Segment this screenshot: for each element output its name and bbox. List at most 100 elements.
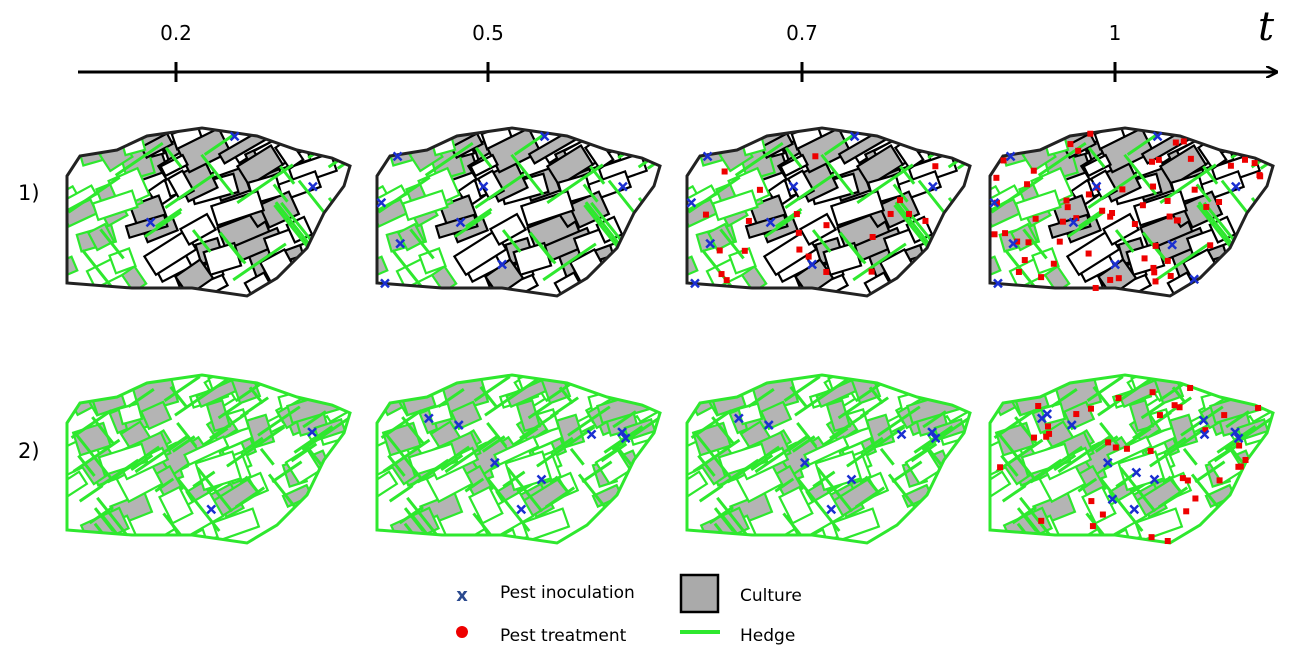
legend-text: Hedge [740,626,795,646]
legend-text: Pest inoculation [500,583,635,603]
treatment-dot [870,234,876,240]
treatment-dot [1033,216,1039,222]
legend-text: Pest treatment [500,626,627,646]
landscape-map [360,369,668,569]
treatment-dot [1228,163,1234,169]
treatment-dot [1038,274,1044,280]
treatment-dot [1252,160,1258,166]
treatment-dot [1075,148,1081,154]
figure: t 1) 2) x Pest inoculation Pest treatmen… [0,0,1292,649]
treatment-dot [1046,431,1052,437]
treatment-dot [1257,173,1263,179]
treatment-dot [888,211,894,217]
treatment-dot [1165,198,1171,204]
treatment-dot [1181,138,1187,144]
treatment-dot [1115,395,1121,401]
treatment-dot [1045,423,1051,429]
tick-label: 0.5 [472,21,504,45]
treatment-dot [1107,277,1113,283]
treatment-dot [1065,204,1071,210]
treatment-dot [1086,191,1092,197]
treatment-dot [992,231,998,237]
treatment-dot [1167,214,1173,220]
treatment-dot [1088,406,1094,412]
hedge [1252,198,1290,246]
treatment-dot [1174,217,1180,223]
treatment-dot [1242,157,1248,163]
axis-label: t [1258,4,1275,50]
treatment-dot [1087,131,1093,137]
tick-label: 0.7 [786,21,818,45]
treatment-dot [717,247,723,253]
legend-symbol: x [456,585,468,606]
treatment-dot [1142,255,1148,261]
treatment-dot [1153,243,1159,249]
row-label: 1) [18,181,40,205]
treatment-dot [897,197,903,203]
parcels [358,123,677,302]
treatment-dot [1255,405,1261,411]
treatment-dot [1105,439,1111,445]
legend-symbol [456,626,468,638]
treatment-dot [1148,448,1154,454]
treatment-dot [1183,508,1189,514]
treatment-dot [746,218,752,224]
treatment-dot [812,153,818,159]
treatment-dot [1088,498,1094,504]
hedge [329,198,367,246]
parcels [48,123,367,302]
treatment-dot [1073,411,1079,417]
treatment-dot [922,218,928,224]
treatment-dot [742,248,748,254]
treatment-dot [1149,534,1155,540]
treatment-dot [1024,181,1030,187]
treatment-dot [1165,258,1171,264]
treatment-dot [1235,464,1241,470]
row-label: 2) [18,439,40,463]
treatment-dot [1173,140,1179,146]
treatment-dot [1031,435,1037,441]
treatment-dot [1001,157,1007,163]
treatment-dot [1157,412,1163,418]
treatment-dot [1107,214,1113,220]
treatment-dot [1243,457,1249,463]
treatment-dot [1035,403,1041,409]
treatment-dot [1156,157,1162,163]
legend: x Pest inoculation Pest treatment Cultur… [456,575,802,646]
treatment-dot [806,254,812,260]
treatment-dot [1150,265,1156,271]
treatment-dot [1207,242,1213,248]
treatment-dot [1216,199,1222,205]
treatment-dot [719,271,725,277]
treatment-dot [722,168,728,174]
treatment-dot [1119,186,1125,192]
treatment-dot [1221,412,1227,418]
landscape-map [358,123,677,302]
treatment-dot [796,230,802,236]
treatment-dot [1086,251,1092,257]
treatment-dot [1060,219,1066,225]
treatment-dot [1051,261,1057,267]
landscape-map [50,369,358,569]
treatment-dot [1192,187,1198,193]
treatment-dot [823,269,829,275]
treatment-dot [1099,208,1105,214]
treatment-dot [1093,285,1099,291]
landscape-map [971,123,1290,302]
treatment-dot [1236,443,1242,449]
hedge [639,198,677,246]
treatment-dot [1031,168,1037,174]
treatment-dot [1113,445,1119,451]
treatment-dot [1165,538,1171,544]
treatment-dot [869,269,875,275]
treatment-dot [1026,239,1032,245]
treatment-dot [1152,278,1158,284]
treatment-dot [906,211,912,217]
treatment-dot [1067,141,1073,147]
legend-symbol [681,575,718,612]
tick-label: 0.2 [160,21,192,45]
hedge [949,198,987,246]
treatment-dot [757,187,763,193]
treatment-dot [796,247,802,253]
treatment-dot [1217,477,1223,483]
